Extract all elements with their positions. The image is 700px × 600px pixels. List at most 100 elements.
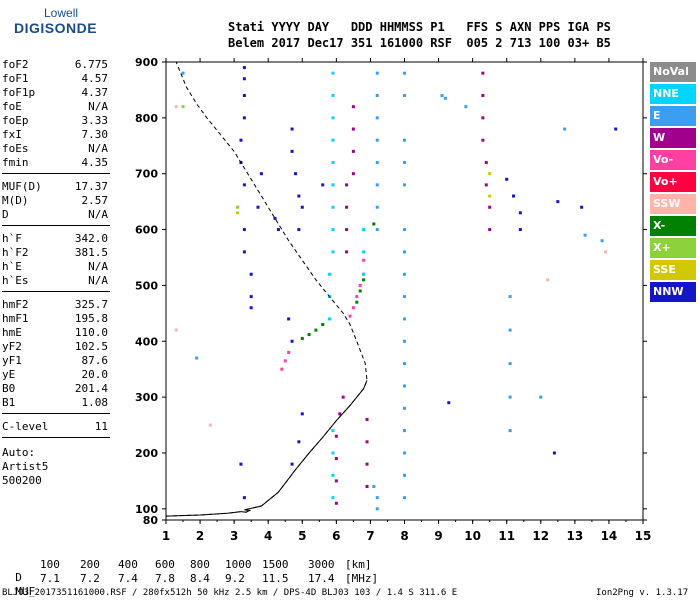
- data-point-x-: [300, 336, 304, 340]
- param-value: N/A: [88, 100, 108, 113]
- param-key: foEp: [2, 114, 29, 127]
- data-point-nnw: [297, 440, 301, 444]
- param-value: 87.6: [81, 354, 109, 367]
- param-key: foF2: [2, 58, 29, 71]
- param-value: 6.775: [74, 58, 108, 71]
- data-point-nnw: [552, 451, 556, 455]
- data-point-nnw: [242, 94, 246, 98]
- param-separator: [2, 437, 110, 438]
- data-point-x-: [321, 323, 325, 327]
- x-tick-label: 15: [635, 529, 652, 543]
- data-point-nnw: [447, 401, 451, 405]
- legend-item: E: [650, 106, 696, 126]
- data-point-e: [403, 451, 406, 455]
- data-point-nnw: [249, 306, 253, 310]
- x-tick-label: 6: [332, 529, 340, 543]
- data-point-w: [351, 127, 355, 131]
- data-point-nne: [331, 138, 335, 142]
- data-point-nnw: [239, 462, 243, 466]
- data-point-nnw: [297, 228, 301, 232]
- param-separator: [2, 225, 110, 226]
- data-point-nnw: [256, 205, 260, 209]
- param-value: 4.37: [81, 86, 109, 99]
- legend-item: Vo-: [650, 150, 696, 170]
- param-key: C-level: [2, 420, 49, 433]
- data-point-e: [563, 127, 567, 131]
- param-key: B0: [2, 382, 16, 395]
- param-value: 11: [94, 420, 108, 433]
- param-key: hmE: [2, 326, 22, 339]
- param-value: 381.5: [74, 246, 108, 259]
- data-point-e: [403, 228, 406, 232]
- param-row: B1 1.08: [2, 396, 108, 410]
- data-point-nnw: [556, 200, 560, 204]
- param-value: 1.08: [81, 396, 109, 409]
- data-point-nnw: [321, 183, 325, 187]
- data-point-nnw: [242, 183, 246, 187]
- param-key: yF1: [2, 354, 22, 367]
- param-value: 325.7: [74, 298, 108, 311]
- legend-item: NoVal: [650, 62, 696, 82]
- logo-line2: DIGISONDE: [14, 20, 98, 36]
- param-separator: [2, 291, 110, 292]
- data-point-w: [481, 94, 485, 98]
- data-point-vo-: [283, 359, 287, 363]
- x-tick-label: 7: [366, 529, 374, 543]
- data-point-w: [338, 412, 342, 416]
- data-point-nne: [331, 183, 335, 187]
- data-point-nnw: [287, 317, 291, 321]
- muf-unit: [MHz]: [345, 572, 379, 585]
- data-point-nne: [362, 228, 366, 232]
- data-point-nne: [331, 250, 335, 254]
- d-label: D: [15, 571, 22, 584]
- param-row: yE 20.0: [2, 368, 108, 382]
- param-value: 2.57: [81, 194, 109, 207]
- data-point-nne: [331, 116, 335, 120]
- data-point-e: [375, 183, 379, 187]
- data-point-e: [403, 429, 406, 433]
- distance-value: 400: [118, 558, 138, 571]
- data-point-e: [403, 250, 406, 254]
- x-tick-label: 13: [567, 529, 584, 543]
- data-point-x-: [181, 105, 185, 109]
- param-row: foE N/A: [2, 100, 108, 114]
- distance-value: 600: [155, 558, 175, 571]
- data-point-nnw: [276, 228, 280, 232]
- data-point-x-: [362, 278, 366, 282]
- data-point-vo-: [287, 350, 291, 354]
- data-point-vo-: [355, 295, 359, 299]
- footer-info: BLJ03_2017351161000.RSF / 280fx512h 50 k…: [2, 588, 458, 598]
- data-point-w: [351, 149, 355, 153]
- data-point-nne: [328, 272, 332, 276]
- data-point-nnw: [242, 116, 246, 120]
- x-tick-label: 14: [601, 529, 618, 543]
- muf-value: 11.5: [262, 572, 289, 585]
- param-row: yF1 87.6: [2, 354, 108, 368]
- x-tick-label: 12: [532, 529, 549, 543]
- data-point-nnw: [297, 194, 301, 198]
- data-point-e: [372, 484, 376, 488]
- param-key: yE: [2, 368, 16, 381]
- param-value: 17.37: [74, 180, 108, 193]
- data-point-nnw: [239, 138, 243, 142]
- distance-unit: [km]: [345, 558, 372, 571]
- data-point-nnw: [290, 462, 294, 466]
- data-point-w: [345, 228, 349, 232]
- data-point-x-: [236, 205, 240, 209]
- param-row: fxI 7.30: [2, 128, 108, 142]
- param-row: hmE 110.0: [2, 326, 108, 340]
- y-tick-label: 300: [135, 391, 158, 404]
- data-point-e: [375, 228, 379, 232]
- data-point-w: [334, 501, 338, 505]
- param-row: foF1 4.57: [2, 72, 108, 86]
- param-value: 201.4: [74, 382, 108, 395]
- data-point-x-: [307, 333, 311, 337]
- data-point-e: [464, 105, 468, 109]
- data-point-nne: [331, 473, 335, 477]
- param-key: hmF1: [2, 312, 29, 325]
- data-point-e: [443, 96, 447, 100]
- param-key: foF1p: [2, 86, 36, 99]
- data-point-vo-: [358, 283, 362, 287]
- data-point-e: [403, 339, 406, 343]
- param-key: hmF2: [2, 298, 29, 311]
